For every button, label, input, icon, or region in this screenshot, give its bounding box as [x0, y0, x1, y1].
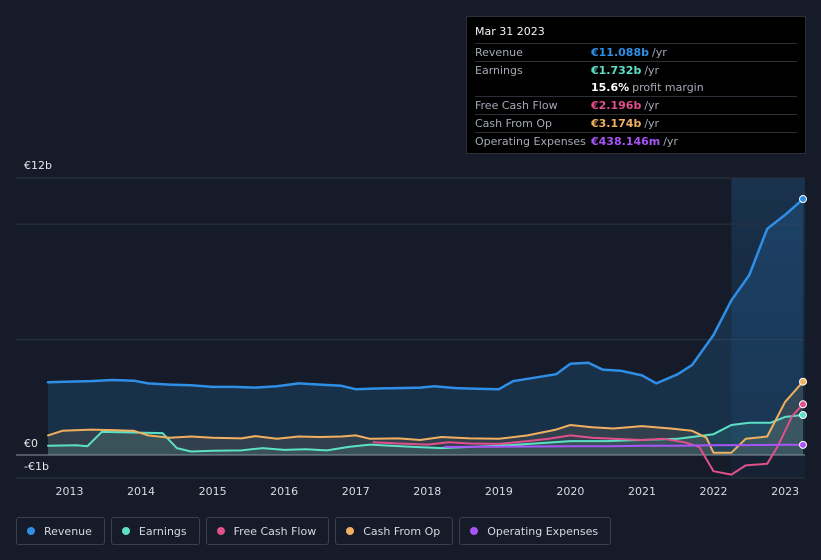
tooltip-row: Cash From Op €3.174b/yr [475, 114, 797, 132]
series-line [372, 403, 804, 476]
tooltip-row-label: Revenue [475, 46, 523, 59]
legend-label: Operating Expenses [487, 524, 599, 538]
tooltip-row: Operating Expenses €438.146m/yr [475, 132, 797, 150]
tooltip-panel: Mar 31 2023 Revenue €11.088b/yr Earnings €1… [466, 16, 806, 154]
tooltip-row-unit: /yr [644, 99, 660, 112]
tooltip-row-value: 15.6% [591, 81, 630, 94]
tooltip-row: Earnings €1.732b/yr [475, 61, 797, 79]
x-tick-label: 2020 [556, 485, 584, 498]
tooltip-row-label: Operating Expenses [475, 135, 586, 148]
tooltip-row: Free Cash Flow €2.196b/yr [475, 96, 797, 114]
series-end-point [799, 400, 807, 409]
x-tick-label: 2015 [199, 485, 227, 498]
legend: Revenue Earnings Free Cash Flow Cash From O… [16, 517, 612, 545]
legend-item[interactable]: Revenue [16, 517, 105, 545]
x-tick-label: 2018 [413, 485, 441, 498]
series-area [48, 381, 803, 455]
series-end-point [799, 195, 807, 204]
series-line [46, 197, 805, 391]
series-end-point [799, 440, 807, 449]
series-line [47, 380, 804, 454]
series-end-point [799, 411, 807, 420]
legend-item[interactable]: Earnings [110, 517, 200, 545]
x-tick-label: 2019 [485, 485, 513, 498]
tooltip-row-value: €2.196b [591, 99, 642, 112]
tooltip-row: Revenue €11.088b/yr [475, 43, 797, 61]
legend-dot-icon [27, 527, 35, 535]
x-tick-label: 2021 [628, 485, 656, 498]
x-tick-label: 2023 [771, 485, 799, 498]
tooltip-row-value: €1.732b [591, 64, 642, 77]
y-axis-label: €12b [24, 159, 52, 172]
legend-dot-icon [470, 527, 479, 535]
legend-item[interactable]: Cash From Op [335, 517, 454, 545]
series-area [48, 199, 803, 455]
x-tick-label: 2022 [700, 485, 728, 498]
series-line [444, 443, 804, 448]
legend-label: Earnings [138, 524, 187, 538]
tooltip-row-value: €3.174b [591, 117, 642, 130]
x-tick-label: 2016 [270, 485, 298, 498]
legend-label: Cash From Op [363, 524, 441, 538]
tooltip-row-value: €11.088b [591, 46, 649, 59]
x-tick-label: 2014 [127, 485, 155, 498]
tooltip-row-unit: /yr [663, 135, 678, 148]
x-tick-label: 2013 [55, 485, 83, 498]
tooltip-row-label: Free Cash Flow [475, 99, 558, 112]
tooltip-row-unit: /yr [644, 117, 660, 130]
legend-dot-icon [216, 527, 225, 535]
series-end-point [799, 377, 807, 386]
legend-item[interactable]: Operating Expenses [459, 517, 612, 545]
x-tick-label: 2017 [342, 485, 370, 498]
y-axis-label: -€1b [24, 460, 49, 473]
legend-label: Revenue [44, 524, 92, 538]
legend-dot-icon [346, 527, 355, 535]
y-axis-label: €0 [24, 437, 38, 450]
legend-item[interactable]: Free Cash Flow [205, 517, 330, 545]
tooltip-row-unit: profit margin [632, 81, 704, 94]
legend-label: Free Cash Flow [233, 524, 317, 538]
tooltip-row-unit: /yr [644, 64, 660, 77]
tooltip-date: Mar 31 2023 [475, 25, 545, 38]
series-area [48, 415, 803, 455]
financial-chart: €12b €0 -€1b 2013 2014 2015 2016 2017 2018 2019 2… [16, 159, 807, 498]
legend-dot-icon [121, 527, 130, 535]
tooltip-row-value: €438.146m [591, 135, 661, 148]
tooltip-row-unit: /yr [651, 46, 667, 59]
tooltip-row-label: Cash From Op [475, 117, 553, 130]
tooltip-row: 15.6% profit margin [475, 79, 797, 96]
series-line [47, 414, 804, 453]
tooltip-row-label: Earnings [475, 64, 523, 77]
